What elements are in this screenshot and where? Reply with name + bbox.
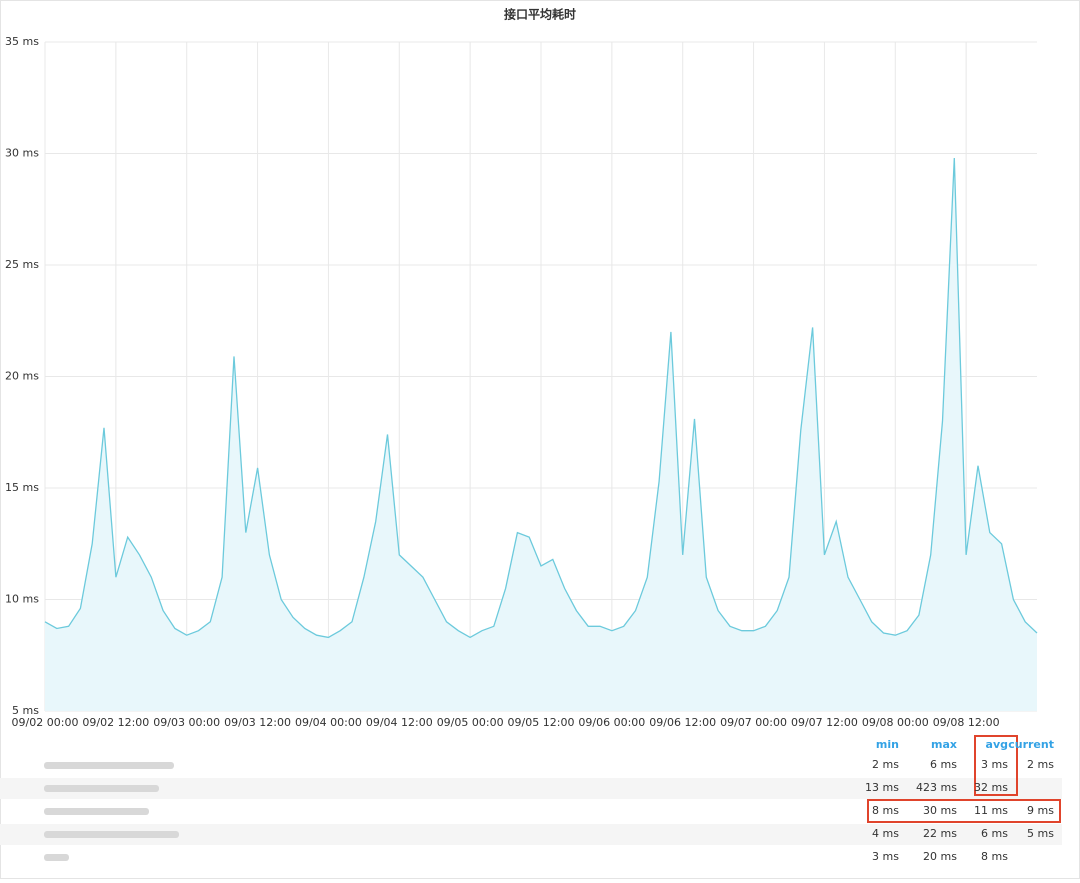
table-header: max [931, 738, 957, 751]
x-tick-label: 09/07 00:00 [720, 716, 787, 729]
x-tick-label: 09/04 00:00 [295, 716, 362, 729]
chart-title: 接口平均耗时 [504, 7, 576, 22]
area [45, 158, 1037, 711]
table-cell: 2 ms [1027, 758, 1054, 771]
blurred-name [44, 762, 174, 769]
x-tick-label: 09/02 00:00 [12, 716, 79, 729]
table-cell: 6 ms [930, 758, 957, 771]
x-tick-label: 09/08 12:00 [933, 716, 1000, 729]
table-cell: 8 ms [872, 804, 899, 817]
table-cell: 32 ms [974, 781, 1008, 794]
row-stripe [0, 778, 1062, 799]
table-header: avg [986, 738, 1008, 751]
table-header: min [876, 738, 899, 751]
y-tick-label: 25 ms [5, 258, 39, 271]
blurred-names [44, 762, 179, 861]
table-cell: 6 ms [981, 827, 1008, 840]
blurred-name [44, 785, 159, 792]
x-tick-label: 09/04 12:00 [366, 716, 433, 729]
x-tick-label: 09/05 12:00 [508, 716, 575, 729]
y-tick-label: 15 ms [5, 481, 39, 494]
blurred-name [44, 831, 179, 838]
table-cell: 30 ms [923, 804, 957, 817]
table-cell: 3 ms [981, 758, 1008, 771]
table-cell: 2 ms [872, 758, 899, 771]
x-tick-label: 09/03 12:00 [224, 716, 291, 729]
table-cell: 20 ms [923, 850, 957, 863]
highlight-box [867, 799, 1061, 823]
table-cell: 22 ms [923, 827, 957, 840]
y-tick-label: 5 ms [12, 704, 39, 717]
highlight-box [974, 735, 1018, 796]
table-cell: 8 ms [981, 850, 1008, 863]
y-tick-label: 30 ms [5, 147, 39, 160]
x-tick-label: 09/08 00:00 [862, 716, 929, 729]
table-cell: 3 ms [872, 850, 899, 863]
table-cell: 11 ms [974, 804, 1008, 817]
table-header: current [1008, 738, 1054, 751]
table-cell: 13 ms [865, 781, 899, 794]
x-tick-label: 09/03 00:00 [153, 716, 220, 729]
table-cell: 423 ms [916, 781, 957, 794]
y-tick-label: 35 ms [5, 35, 39, 48]
y-tick-label: 10 ms [5, 593, 39, 606]
x-tick-label: 09/02 12:00 [82, 716, 149, 729]
x-tick-label: 09/06 00:00 [578, 716, 645, 729]
x-tick-label: 09/07 12:00 [791, 716, 858, 729]
blurred-name [44, 854, 69, 861]
line [44, 157, 1038, 639]
y-tick-label: 20 ms [5, 370, 39, 383]
blurred-name [44, 808, 149, 815]
table-cell: 9 ms [1027, 804, 1054, 817]
table-cell: 4 ms [872, 827, 899, 840]
x-tick-label: 09/06 12:00 [649, 716, 716, 729]
x-tick-label: 09/05 00:00 [437, 716, 504, 729]
table-cell: 5 ms [1027, 827, 1054, 840]
row-stripe [0, 824, 1062, 845]
